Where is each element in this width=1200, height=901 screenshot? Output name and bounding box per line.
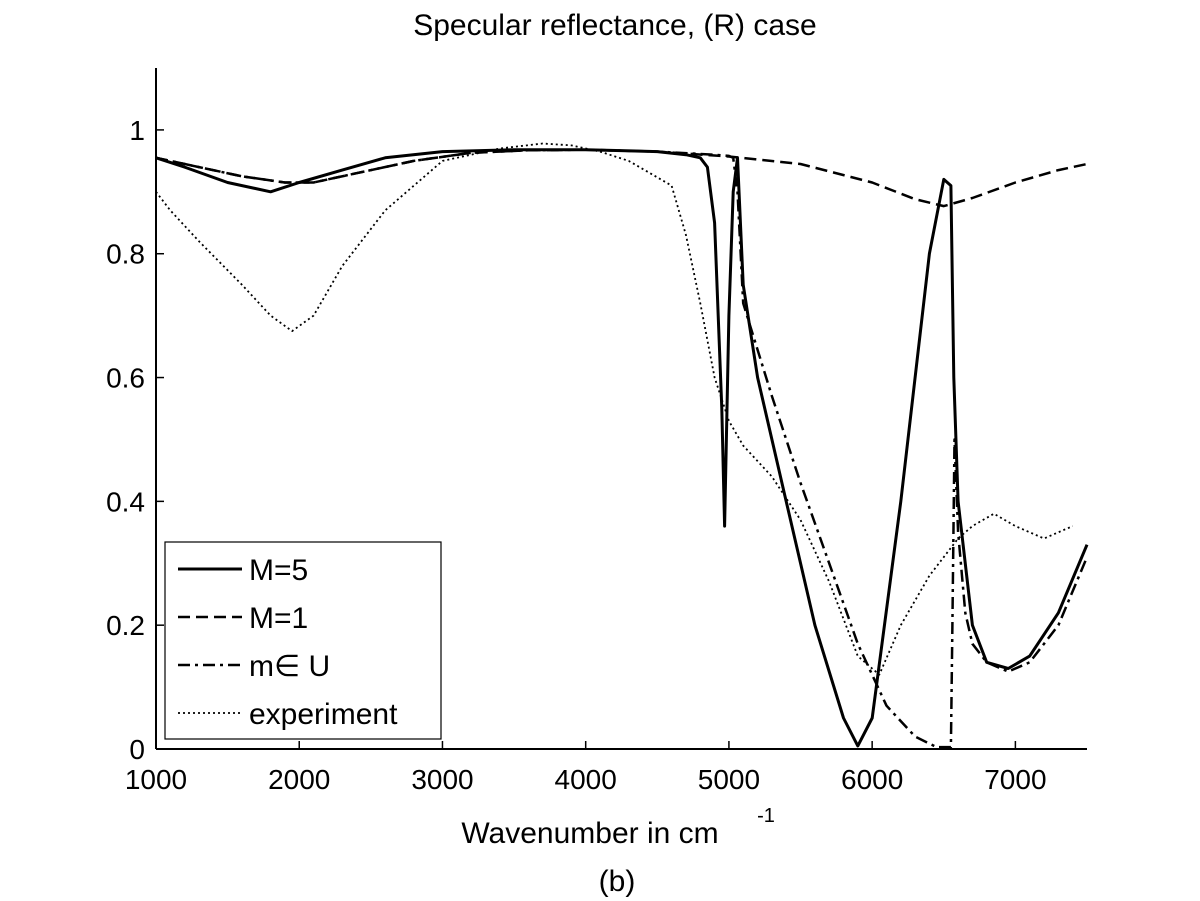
y-tick-label: 0.2 bbox=[106, 610, 145, 641]
legend-label-1: M=1 bbox=[249, 602, 308, 635]
series-group bbox=[155, 142, 1089, 749]
x-tick-label: 1000 bbox=[125, 764, 187, 795]
x-tick-label: 4000 bbox=[555, 764, 617, 795]
x-tick-label: 6000 bbox=[841, 764, 903, 795]
x-axis-ticks: 1000 2000 3000 4000 5000 6000 7000 bbox=[125, 741, 1047, 795]
x-tick-label: 2000 bbox=[268, 764, 330, 795]
chart-title: Specular reflectance, (R) case bbox=[413, 9, 817, 42]
x-tick-label: 5000 bbox=[698, 764, 760, 795]
legend-label-3: experiment bbox=[249, 698, 398, 731]
x-tick-label: 3000 bbox=[411, 764, 473, 795]
y-tick-label: 0.6 bbox=[106, 363, 145, 394]
x-axis-label-superscript: -1 bbox=[757, 805, 775, 827]
y-axis-ticks: 0 0.2 0.4 0.6 0.8 1 bbox=[106, 115, 164, 765]
legend-label-0: M=5 bbox=[249, 554, 308, 587]
y-tick-label: 0.8 bbox=[106, 239, 145, 270]
series-line-2 bbox=[155, 148, 1089, 749]
y-tick-label: 1 bbox=[129, 115, 145, 146]
x-tick-label: 7000 bbox=[984, 764, 1046, 795]
legend-box bbox=[164, 541, 442, 740]
figure-caption: (b) bbox=[599, 865, 636, 898]
y-tick-label: 0.4 bbox=[106, 486, 145, 517]
legend-items: M=5 M=1 m∈ U experiment bbox=[178, 554, 398, 731]
series-line-3 bbox=[155, 142, 1074, 676]
x-axis-label: Wavenumber in cm bbox=[461, 817, 718, 850]
y-tick-label: 0 bbox=[129, 734, 145, 765]
legend: M=5 M=1 m∈ U experiment bbox=[164, 541, 442, 740]
legend-label-2: m∈ U bbox=[249, 650, 330, 683]
